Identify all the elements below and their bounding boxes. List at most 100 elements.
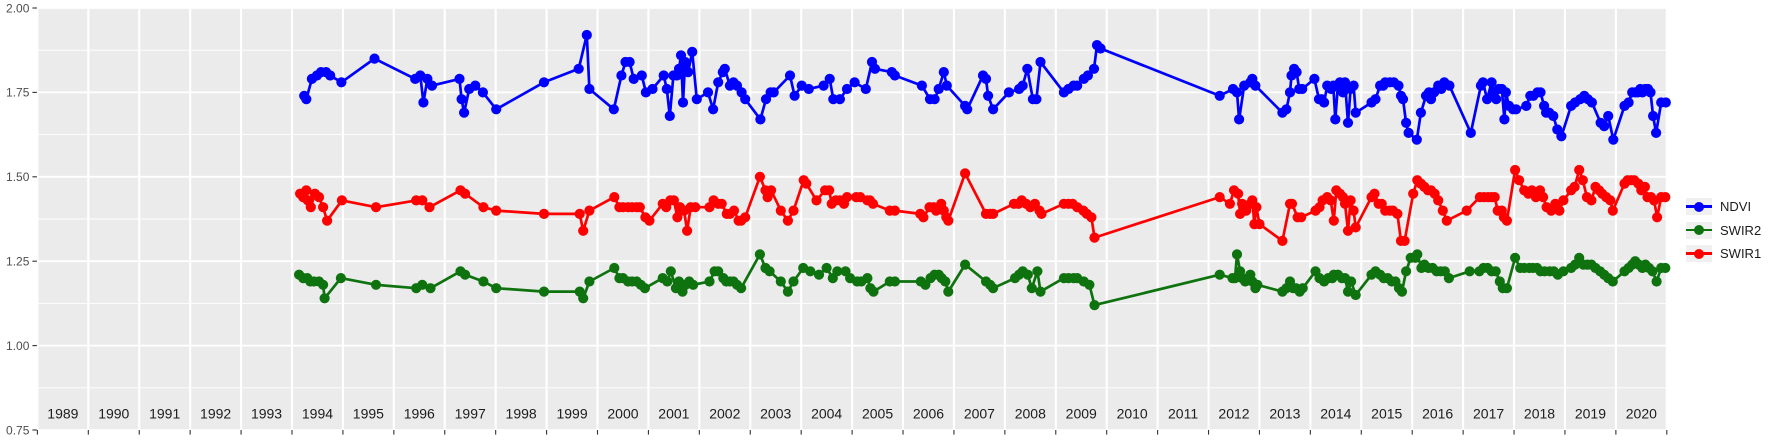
x-axis-year-label: 2018 [1524,406,1555,422]
swir2-point [704,276,715,287]
swir1-point [336,195,347,206]
ndvi-point [1309,73,1320,84]
ndvi-point [1291,67,1302,78]
ndvi-point [988,104,999,115]
ndvi-point [1397,94,1409,105]
legend-item-swir1: SWIR1 [1686,245,1761,262]
ndvi-point [1482,94,1493,105]
swir1-point [668,195,680,206]
legend-item-ndvi: NDVI [1686,198,1761,215]
x-axis-year-label: 1990 [98,406,129,422]
swir1-point [578,225,589,236]
x-axis-year-label: 1989 [47,406,78,422]
ndvi-point [1415,107,1426,118]
gridlines [36,7,1668,431]
swir2-point [460,269,471,280]
swir1-point [988,208,999,219]
swir1-point [1224,198,1235,209]
ndvi-point [1348,80,1359,91]
x-axis-year-label: 2003 [760,406,791,422]
swir2-point [775,276,786,287]
ndvi-point [1401,117,1412,128]
ndvi-point [708,104,719,115]
swir1-point [1437,205,1448,216]
ndvi-point [719,63,730,74]
ndvi-point [789,90,800,101]
ndvi-point [1337,87,1349,98]
swir2-point [1346,276,1357,287]
swir2-point [1660,262,1671,274]
y-axis-labels: 2.00 1.75 1.50 1.25 1.00 0.75 [6,1,30,437]
swir1-point [801,178,812,189]
ndvi-point [658,70,669,81]
swir2-point [335,273,346,284]
swir1-point [867,198,879,209]
ndvi-point [1342,117,1354,128]
ndvi-point [1603,110,1614,122]
ndvi-point [683,67,694,78]
swir1-point [1086,212,1097,223]
ndvi-point [1499,114,1510,125]
ndvi-point [1214,90,1225,101]
swir1-point [1574,164,1585,176]
x-axis-year-label: 1991 [149,406,180,422]
swir2-point [1651,276,1662,287]
x-axis-year-label: 2004 [811,406,842,422]
ndvi-point [336,77,347,88]
swir2-point [960,259,971,270]
ndvi-point [1535,87,1546,98]
swir2-point [1297,283,1308,294]
swir2-point [639,283,651,294]
swir1-point [1286,198,1298,209]
ndvi-point [616,70,627,81]
ndvi-point [1393,80,1404,91]
ndvi-point [1465,127,1476,138]
swir1-point [1577,175,1588,186]
ndvi-point [1031,94,1042,105]
swir1-point [1369,188,1380,199]
swir1-point [841,192,853,203]
swir2-point [1607,276,1618,287]
ndvi-point [860,83,871,95]
ndvi-point [1330,114,1341,125]
y-axis-tick-label: 1.50 [6,170,30,184]
x-axis-year-label: 1995 [353,406,384,422]
swir1-point [690,202,701,213]
x-axis-year-label: 2009 [1066,406,1097,422]
swir1-point [1586,195,1597,206]
swir2-point [1231,249,1243,260]
ndvi-point [647,83,658,95]
swir2-point [868,286,879,297]
ndvi-point [1511,104,1522,115]
swir1-point [672,212,683,223]
ndvi-point [1088,63,1100,74]
swir2-point [1558,266,1569,277]
ndvi-point [584,83,595,95]
swir1-key-icon [1686,245,1712,262]
swir1-point [1538,192,1549,203]
x-axis-year-label: 2008 [1015,406,1046,422]
swir2-point [754,249,766,260]
ndvi-point [841,83,853,95]
swir2-point [1032,266,1043,277]
axis-ticks [32,7,1668,435]
swir2-point [318,279,329,290]
ndvi-point [1608,134,1619,145]
ndvi-point [1234,114,1245,125]
ndvi-point [818,80,829,91]
swir2-point [788,276,799,287]
swir2-point [425,283,436,294]
swir1-point [478,202,489,213]
ndvi-point [573,63,584,74]
x-axis-year-label: 1999 [556,406,587,422]
swir2-point [736,283,747,294]
swir2-point [988,283,999,294]
swir1-point [301,185,312,196]
x-axis-year-label: 2007 [964,406,995,422]
x-axis-year-label: 2000 [607,406,638,422]
x-axis-year-label: 1996 [404,406,435,422]
swir2-point [943,286,954,297]
ndvi-point [491,104,502,115]
swir1-point [1089,232,1100,243]
